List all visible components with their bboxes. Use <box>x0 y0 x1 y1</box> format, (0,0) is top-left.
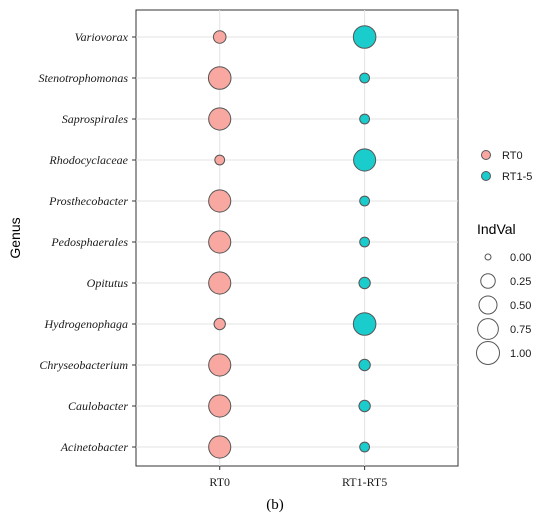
y-tick-label: Prosthecobacter <box>48 194 128 208</box>
legend-label: RT1-5 <box>502 171 532 183</box>
legend-key <box>481 150 491 160</box>
bubble-point <box>358 358 371 372</box>
size-legend-title: IndVal <box>477 221 516 237</box>
x-axis-ticks: RT0 RT1-RT5 <box>209 466 387 489</box>
legend-label: RT0 <box>502 150 523 162</box>
y-tick-label: Saprospirales <box>62 112 129 126</box>
bubble-point <box>353 148 377 172</box>
x-tick-label: RT0 <box>209 475 230 489</box>
y-tick-label: Acinetobacter <box>60 440 129 454</box>
x-tick-label: RT1-RT5 <box>342 475 387 489</box>
plot-panel <box>135 9 459 467</box>
y-axis-title: Genus <box>7 217 23 258</box>
size-legend-key <box>484 253 492 261</box>
bubble-point <box>208 271 232 295</box>
bubble-point <box>212 30 227 44</box>
y-axis-ticks: Variovorax Stenotrophomonas Saprospirales R… <box>38 30 136 454</box>
bubble-point <box>359 441 371 453</box>
bubble-point <box>352 312 377 336</box>
bubble-point <box>358 399 371 413</box>
legend-key <box>481 171 491 181</box>
bubble-point <box>208 107 232 131</box>
grid-lines <box>136 10 458 466</box>
size-legend: IndVal 0.00 0.25 0.50 0.75 1.00 <box>476 221 531 365</box>
y-tick-label: Rhodocyclaceae <box>48 153 128 167</box>
y-tick-label: Hydrogenophaga <box>43 317 128 331</box>
y-tick-label: Opitutus <box>87 276 129 290</box>
size-legend-key <box>478 295 498 315</box>
y-tick-label: Caulobacter <box>68 399 128 413</box>
bubble-point <box>208 353 232 377</box>
bubble-point <box>207 66 232 90</box>
bubble-point <box>359 113 371 125</box>
bubble-point <box>208 394 232 418</box>
group-legend: RT0 RT1-5 <box>481 150 532 183</box>
bubble-point <box>359 195 371 207</box>
panel-label: (b) <box>266 497 284 513</box>
bubble-point <box>208 230 232 254</box>
y-tick-label: Pedosphaerales <box>50 235 128 249</box>
y-tick-label: Chryseobacterium <box>39 358 128 372</box>
bubble-point <box>352 25 377 49</box>
size-legend-label: 0.50 <box>510 300 531 312</box>
size-legend-label: 0.25 <box>510 276 531 288</box>
bubble-point <box>359 236 371 248</box>
y-tick-label: Variovorax <box>75 30 129 44</box>
bubble-point <box>213 317 226 331</box>
y-tick-label: Stenotrophomonas <box>38 71 128 85</box>
bubble-point <box>359 72 371 84</box>
size-legend-label: 0.00 <box>510 252 531 264</box>
bubble-point <box>214 154 226 166</box>
size-legend-key <box>477 318 499 340</box>
size-legend-label: 0.75 <box>510 324 531 336</box>
size-legend-key <box>480 273 496 289</box>
bubble-point <box>208 189 232 213</box>
size-legend-key <box>476 341 500 365</box>
data-points <box>207 25 377 459</box>
size-legend-label: 1.00 <box>510 348 531 360</box>
bubble-point <box>208 435 232 459</box>
bubble-point <box>358 276 371 290</box>
